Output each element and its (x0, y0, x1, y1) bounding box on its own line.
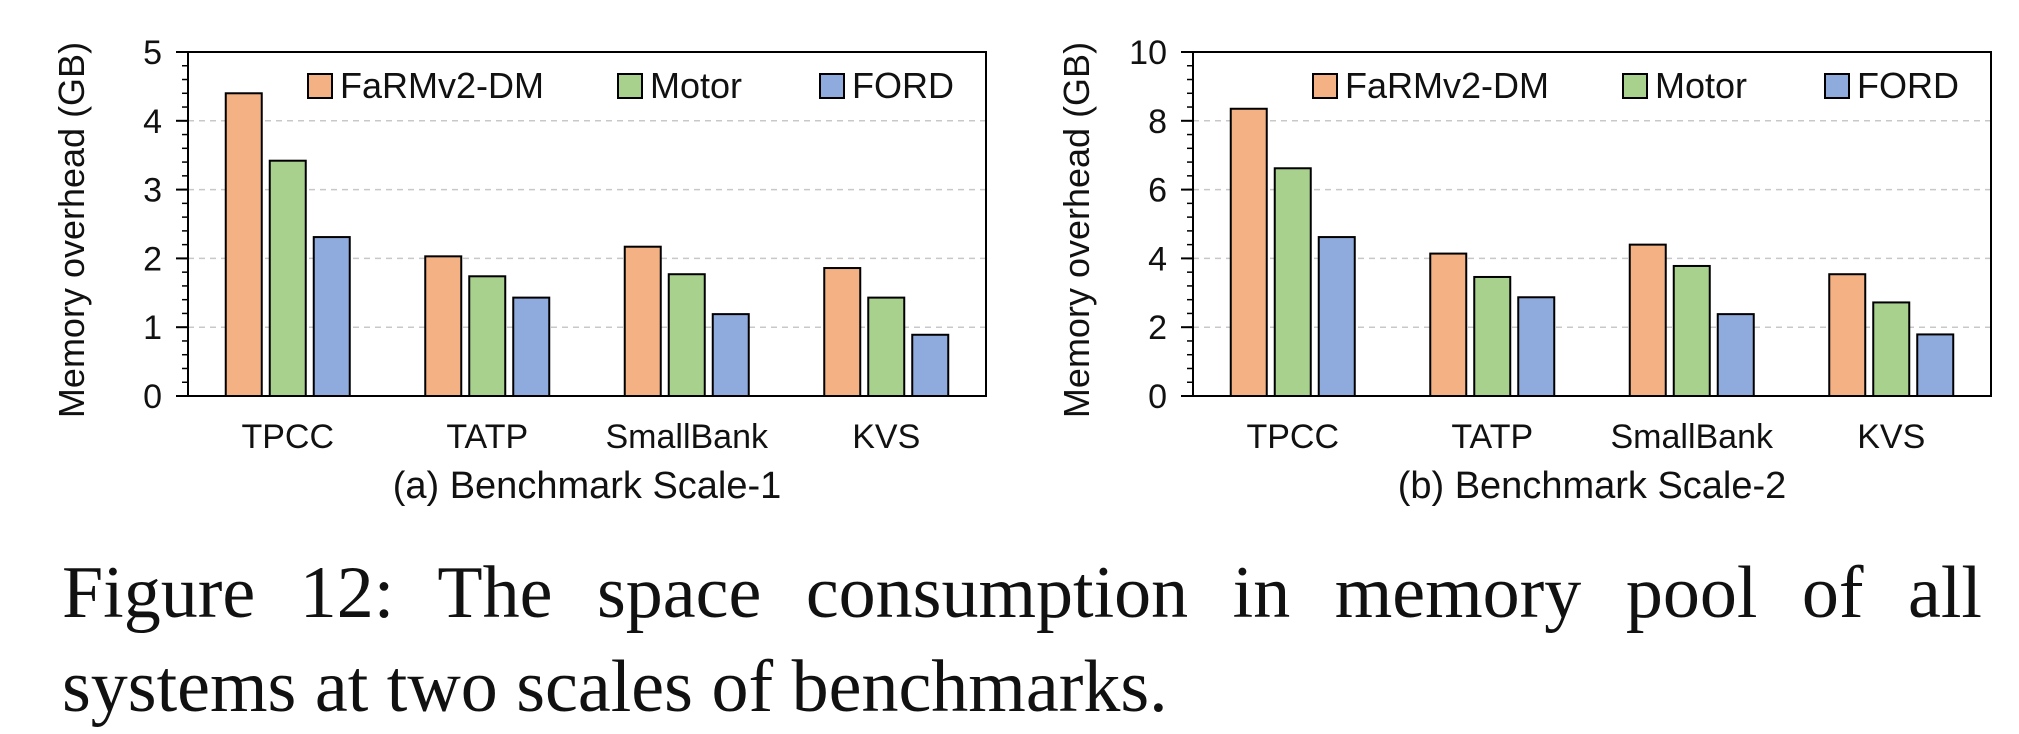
chart1-bar-motor-tatp (468, 275, 507, 397)
chart2-subcaption: (b) Benchmark Scale-2 (1398, 465, 1787, 507)
chart1-y-tick-label: 1 (143, 309, 162, 347)
chart1-y-tick-label: 4 (143, 103, 162, 141)
chart1-bar-motor-smallbank (667, 273, 706, 397)
chart2-bar-farmv2-dm-tpcc (1229, 107, 1268, 397)
chart2-legend-label: FaRMv2-DM (1345, 65, 1549, 106)
chart1-bar-ford-tpcc (312, 236, 351, 397)
chart2-y-tick-label: 10 (1129, 34, 1167, 72)
chart2-bar-motor-smallbank (1672, 264, 1711, 397)
chart2-bar-ford-tatp (1517, 296, 1556, 397)
chart1-bar-ford-kvs (911, 333, 950, 398)
chart1-bar-farmv2-dm-tatp (424, 255, 463, 397)
chart1-x-tick-label: SmallBank (605, 418, 769, 456)
chart1-bar-farmv2-dm-kvs (823, 267, 862, 398)
chart2-bar-farmv2-dm-smallbank (1628, 243, 1667, 397)
chart2-legend-label: FORD (1857, 65, 1959, 106)
chart1-bar-farmv2-dm-smallbank (623, 245, 662, 397)
chart2-x-tick-label: SmallBank (1610, 418, 1774, 456)
chart2-bar-ford-smallbank (1716, 313, 1755, 397)
chart2-x-tick-label: KVS (1857, 418, 1925, 456)
chart1-subcaption: (a) Benchmark Scale-1 (393, 465, 782, 507)
chart1-bar-motor-tpcc (268, 159, 307, 397)
chart2-legend-label: Motor (1655, 65, 1747, 106)
chart2-bar-ford-tpcc (1317, 236, 1356, 397)
chart2-bar-farmv2-dm-tatp (1429, 252, 1468, 397)
chart2-legend-swatch (1312, 73, 1338, 99)
chart1-y-tick-label: 2 (143, 240, 162, 278)
chart1-legend-label: FaRMv2-DM (340, 65, 544, 106)
chart1-legend-label: Motor (650, 65, 742, 106)
chart2-x-tick-label: TPCC (1246, 418, 1339, 456)
chart1-bar-farmv2-dm-tpcc (224, 92, 263, 397)
chart2-y-tick-label: 8 (1148, 103, 1167, 141)
chart2-bar-motor-kvs (1872, 301, 1911, 398)
chart2-y-tick-label: 2 (1148, 309, 1167, 347)
chart2-legend-swatch (1622, 73, 1648, 99)
chart2-bar-farmv2-dm-kvs (1828, 273, 1867, 397)
chart2-y-axis-title: Memory overhead (GB) (1056, 42, 1097, 418)
chart1-plot-frame (187, 51, 987, 397)
chart2-bar-motor-tatp (1473, 275, 1512, 398)
figure-caption: Figure 12: The space consumption in memo… (62, 552, 1982, 728)
chart2-legend-swatch (1824, 73, 1850, 99)
chart1-x-tick-label: TATP (446, 418, 528, 456)
chart1-bar-ford-tatp (512, 296, 551, 397)
chart2-panel: 0 2 4 6 8 10 TPCC TATP SmallBank KVS Memory overhe… (1056, 34, 1992, 507)
chart1-legend-label: FORD (852, 65, 954, 106)
chart1-x-tick-label: TPCC (241, 418, 334, 456)
chart1-panel: 0 1 2 3 4 5 TPCC TATP SmallBank KVS Memory overhea… (51, 34, 987, 507)
chart1-y-tick-label: 5 (143, 34, 162, 72)
chart1-legend-swatch (819, 73, 845, 99)
chart1-y-tick-label: 3 (143, 172, 162, 210)
chart1-bar-ford-smallbank (711, 313, 750, 397)
chart2-plot-frame (1192, 51, 1992, 397)
chart2-bar-motor-tpcc (1273, 167, 1312, 397)
chart2-y-tick-label: 6 (1148, 172, 1167, 210)
chart2-x-tick-label: TATP (1451, 418, 1533, 456)
chart1-bar-motor-kvs (867, 296, 906, 397)
chart1-legend-swatch (307, 73, 333, 99)
chart1-y-axis-title: Memory overhead (GB) (51, 42, 92, 418)
chart1-legend-swatch (617, 73, 643, 99)
chart2-bar-ford-kvs (1916, 333, 1955, 398)
chart2-y-tick-label: 0 (1148, 378, 1167, 416)
chart1-x-tick-label: KVS (852, 418, 920, 456)
chart1-y-tick-label: 0 (143, 378, 162, 416)
chart2-y-tick-label: 4 (1148, 240, 1167, 278)
